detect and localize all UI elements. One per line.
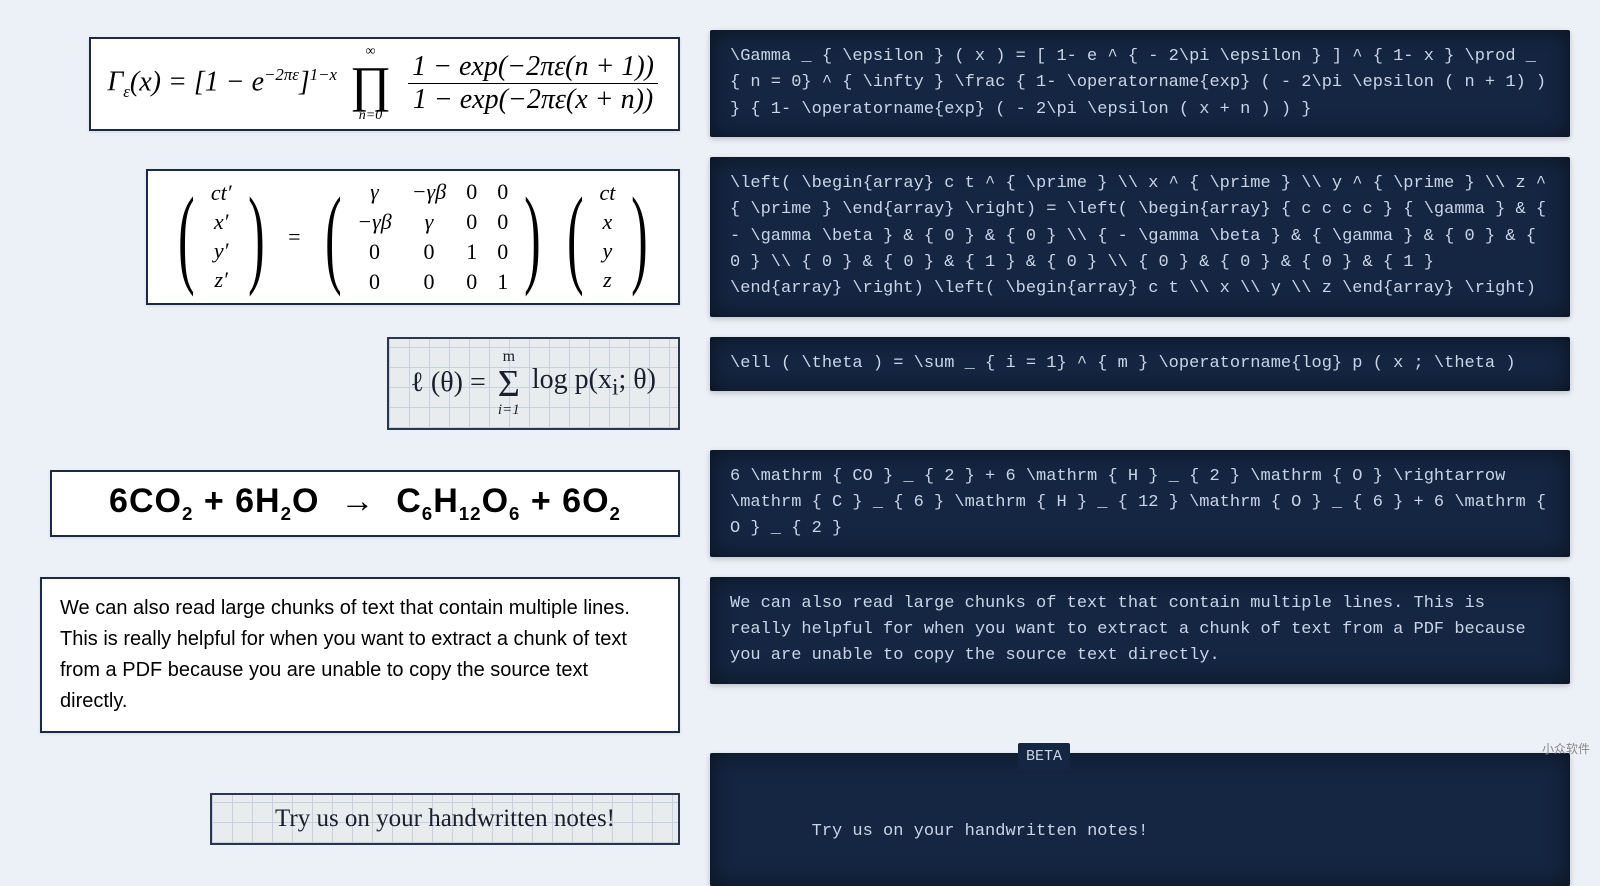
example-row-lorentz: ( ct′x′y′z′ ) = ( γ−γβ00 −γβγ00 0010 000… (30, 157, 1570, 317)
output-code-chem[interactable]: 6 \mathrm { CO } _ { 2 } + 6 \mathrm { H… (710, 450, 1570, 557)
output-text-handwritten: Try us on your handwritten notes! (812, 822, 1149, 841)
example-row-gamma: Γε(x) = [1 − e−2πε]1−x ∞∏n=0 1 − exp(−2π… (30, 30, 1570, 137)
input-card-paragraph: We can also read large chunks of text th… (40, 577, 680, 733)
input-card-handwritten: Try us on your handwritten notes! (210, 793, 680, 845)
output-code-paragraph[interactable]: We can also read large chunks of text th… (710, 577, 1570, 684)
input-card-chem: 6CO2 + 6H2O → C6H12O6 + 6O2 (50, 470, 680, 537)
formula-chem: 6CO2 + 6H2O → C6H12O6 + 6O2 (109, 482, 621, 525)
beta-badge: BETA (1018, 743, 1070, 770)
input-card-lorentz: ( ct′x′y′z′ ) = ( γ−γβ00 −γβγ00 0010 000… (146, 169, 680, 305)
output-code-gamma[interactable]: \Gamma _ { \epsilon } ( x ) = [ 1- e ^ {… (710, 30, 1570, 137)
formula-gamma: Γε(x) = [1 − e−2πε]1−x ∞∏n=0 1 − exp(−2π… (107, 45, 662, 123)
output-code-handwritten[interactable]: BETA Try us on your handwritten notes! (710, 753, 1570, 886)
example-row-chem: 6CO2 + 6H2O → C6H12O6 + 6O2 6 \mathrm { … (30, 450, 1570, 557)
formula-lorentz: ( ct′x′y′z′ ) = ( γ−γβ00 −γβγ00 0010 000… (168, 179, 658, 295)
input-card-gamma: Γε(x) = [1 − e−2πε]1−x ∞∏n=0 1 − exp(−2π… (89, 37, 680, 131)
watermark: 小众软件 (1542, 740, 1590, 757)
examples-container: Γε(x) = [1 − e−2πε]1−x ∞∏n=0 1 − exp(−2π… (0, 0, 1600, 886)
example-row-handwritten: Try us on your handwritten notes! BETA T… (30, 753, 1570, 886)
example-row-loglik: ℓ (θ) = mΣi=1 log p(xi; θ) \ell ( \theta… (30, 337, 1570, 430)
input-card-loglik: ℓ (θ) = mΣi=1 log p(xi; θ) (387, 337, 681, 430)
output-code-lorentz[interactable]: \left( \begin{array} c t ^ { \prime } \\… (710, 157, 1570, 317)
example-row-paragraph: We can also read large chunks of text th… (30, 577, 1570, 733)
output-code-loglik[interactable]: \ell ( \theta ) = \sum _ { i = 1} ^ { m … (710, 337, 1570, 391)
